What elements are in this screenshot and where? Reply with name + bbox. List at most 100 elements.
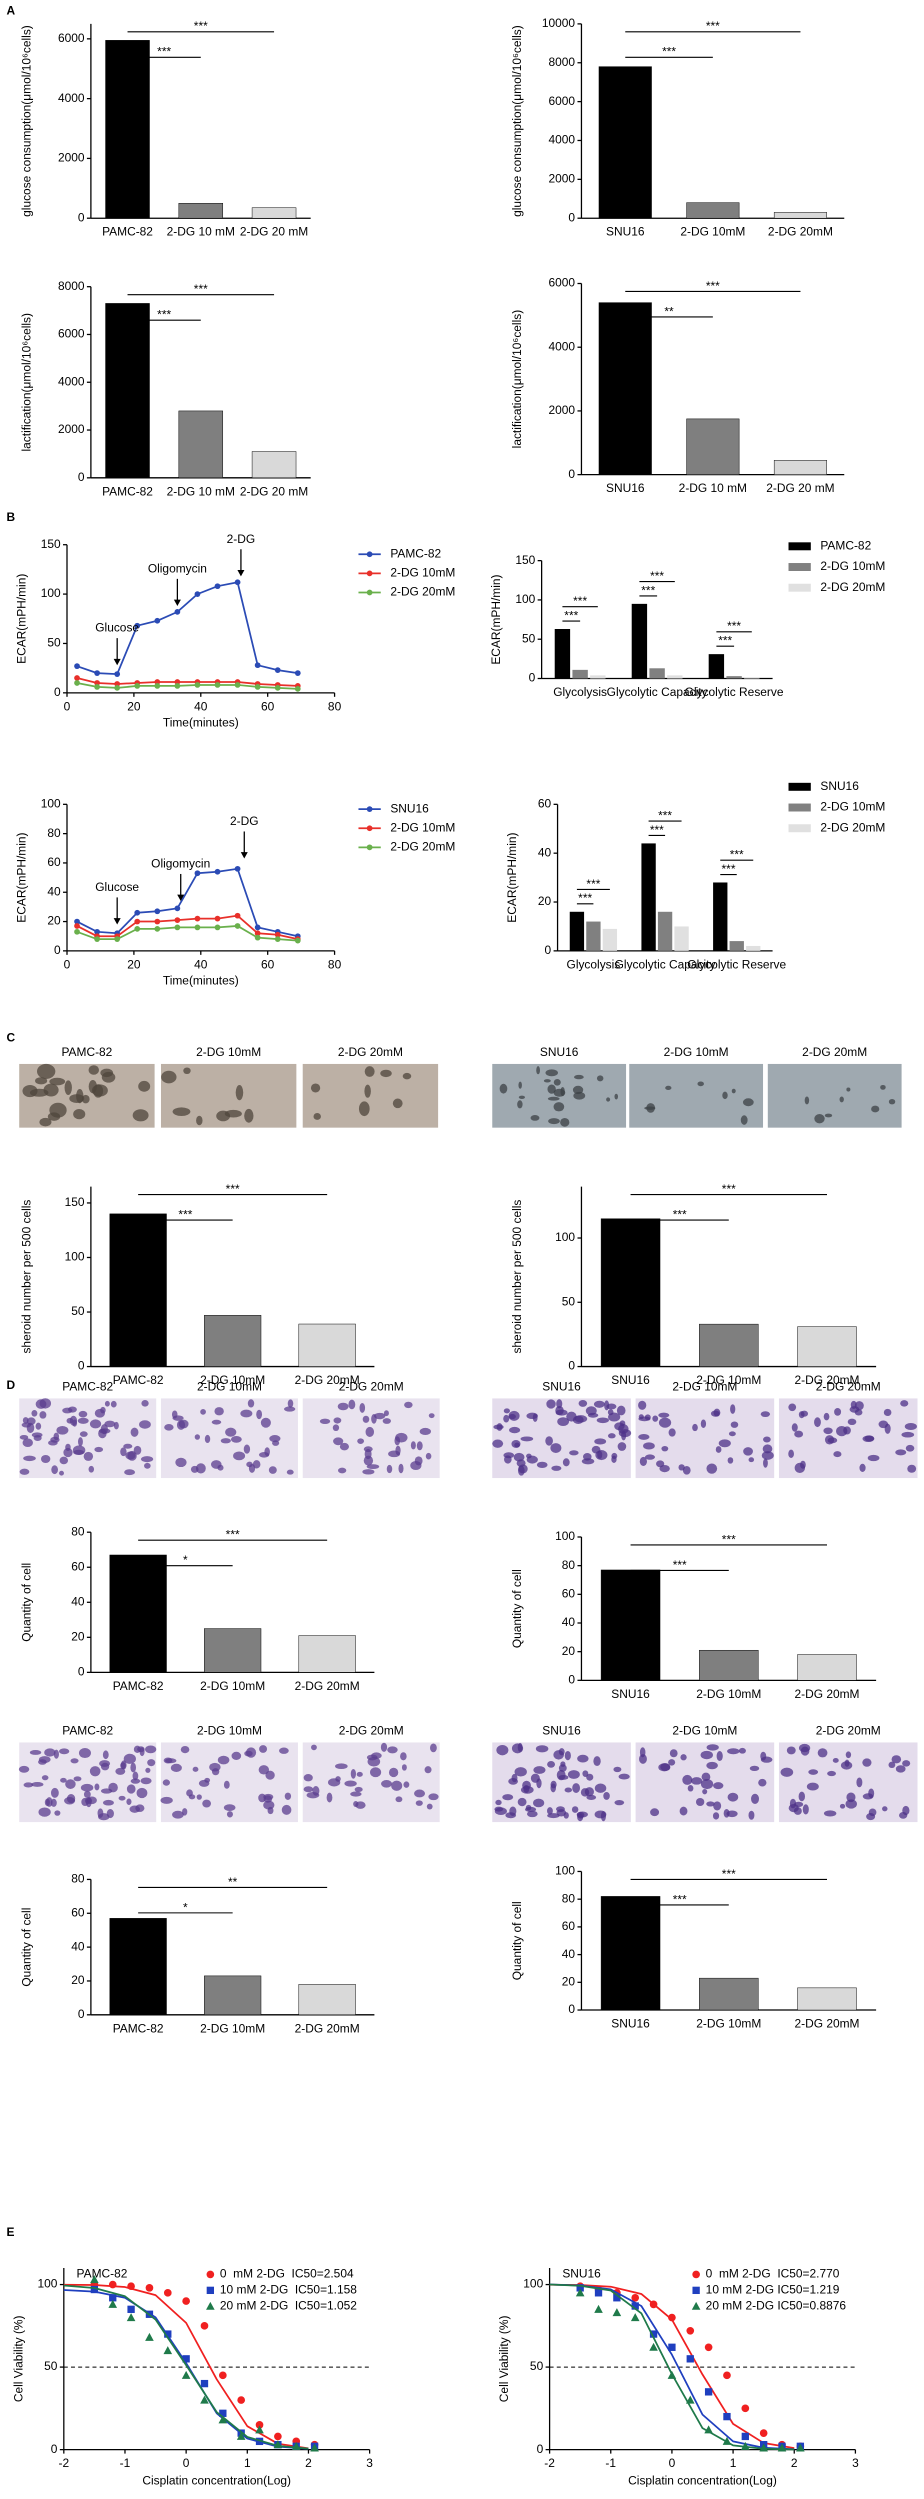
point	[74, 928, 80, 935]
cell	[569, 1450, 579, 1456]
bar	[726, 676, 742, 679]
cell	[98, 1813, 110, 1821]
cell	[727, 1748, 740, 1755]
significance-label: **	[228, 1875, 238, 1889]
y-tick-label: 10000	[542, 16, 576, 30]
point	[630, 2313, 640, 2322]
x-tick-label: PAMC-82	[113, 1679, 164, 1693]
cell	[587, 1412, 599, 1418]
cell	[722, 1091, 728, 1100]
y-tick-label: 20	[47, 914, 61, 928]
point	[274, 2432, 282, 2441]
y-tick-label: 0	[51, 2442, 58, 2456]
cell	[567, 1770, 580, 1779]
cell	[263, 1795, 273, 1803]
point	[94, 936, 100, 943]
cell	[256, 1409, 263, 1420]
annotation: Glucose	[95, 880, 139, 894]
cell	[560, 1117, 570, 1127]
cell	[386, 1464, 393, 1474]
cell	[387, 1746, 398, 1754]
point	[174, 917, 181, 923]
legend-label: SNU16	[820, 779, 859, 793]
y-tick-label: 80	[562, 1558, 576, 1572]
significance-label: ***	[650, 569, 664, 583]
bar	[746, 945, 761, 951]
cell	[414, 1789, 426, 1798]
image-label: 2-DG 20mM	[802, 1045, 867, 1059]
cell	[526, 1810, 538, 1818]
cell	[891, 1755, 902, 1764]
point	[182, 2355, 190, 2363]
cell	[710, 1410, 720, 1417]
cell	[89, 1419, 102, 1429]
cell	[144, 1462, 151, 1469]
x-tick-label: 2-DG 10mM	[200, 1679, 265, 1693]
cell	[547, 1096, 560, 1101]
panel-label: B	[6, 510, 15, 524]
point	[108, 2299, 118, 2308]
legend-marker	[366, 570, 373, 577]
point	[74, 918, 80, 925]
point	[154, 918, 161, 925]
cell	[553, 1750, 564, 1760]
cell	[192, 1766, 199, 1772]
cell	[43, 1083, 59, 1097]
bar	[600, 1569, 661, 1681]
point	[134, 926, 141, 932]
cell	[78, 1437, 83, 1447]
annotation-arrowhead	[177, 894, 185, 902]
y-tick-label: 50	[44, 2359, 58, 2373]
y-tick-label: 4000	[58, 374, 85, 388]
point	[127, 2305, 135, 2313]
cell	[847, 1418, 857, 1426]
cell	[19, 1468, 30, 1475]
cell	[814, 1417, 821, 1428]
cell	[650, 1808, 660, 1817]
cell	[363, 1455, 374, 1466]
cell	[160, 1796, 173, 1804]
image-label: PAMC-82	[62, 1723, 113, 1737]
x-tick-label: 2-DG 20mM	[295, 2021, 360, 2035]
point	[234, 912, 241, 919]
y-tick-label: 8000	[58, 279, 85, 293]
x-axis-title: Time(minutes)	[163, 715, 239, 729]
cell	[344, 1780, 357, 1787]
series-line	[76, 914, 298, 940]
y-tick-label: 50	[562, 1294, 576, 1308]
significance-label: ***	[727, 619, 741, 633]
cell	[83, 1451, 94, 1461]
cell	[73, 1108, 86, 1120]
significance-label: ***	[673, 1558, 687, 1572]
cell	[547, 1084, 556, 1094]
bar	[797, 1654, 857, 1681]
cell	[763, 1458, 768, 1468]
x-tick-label: 2-DG 20 mM	[240, 225, 308, 239]
point	[154, 926, 161, 932]
x-tick-label: PAMC-82	[113, 2021, 164, 2035]
cell	[548, 1118, 560, 1125]
y-tick-label: 4000	[549, 339, 576, 353]
cell	[682, 1465, 691, 1475]
cell	[110, 1400, 117, 1408]
cell	[571, 1806, 579, 1813]
bar	[657, 911, 673, 951]
cell	[339, 1442, 349, 1451]
cell	[388, 1450, 401, 1458]
cell	[140, 1777, 152, 1785]
cell	[78, 1748, 91, 1759]
cell	[147, 1759, 156, 1767]
fit-curve	[63, 2284, 309, 2450]
cell	[716, 1750, 723, 1762]
x-tick-label: 2	[791, 2456, 798, 2470]
cell	[60, 1777, 67, 1783]
point	[214, 868, 221, 875]
y-tick-label: 80	[562, 1891, 576, 1905]
bar	[744, 677, 760, 679]
cell	[668, 1428, 676, 1437]
point	[163, 2288, 172, 2297]
series-line	[76, 581, 298, 675]
bar	[773, 212, 827, 219]
cell	[574, 1415, 588, 1423]
point	[613, 2294, 621, 2302]
